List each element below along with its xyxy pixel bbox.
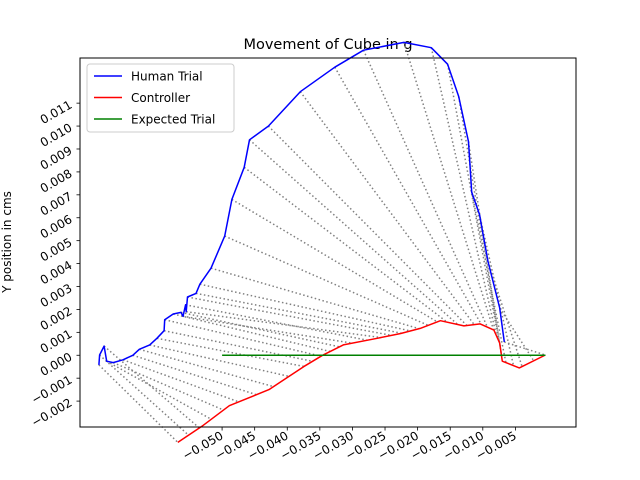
connector-line	[103, 345, 200, 429]
connector-line	[362, 49, 489, 328]
connector-line	[470, 191, 507, 363]
y-axis-label: Y position in cms	[0, 191, 14, 294]
series-line-controller	[177, 319, 546, 444]
connector-line	[122, 359, 239, 403]
connector-line	[132, 354, 257, 396]
connector-line	[186, 310, 382, 339]
connector-lines	[98, 42, 546, 443]
connector-line	[267, 125, 468, 327]
connector-line	[98, 364, 179, 443]
connector-line	[180, 311, 340, 348]
legend: Human Trial Controller Expected Trial	[86, 63, 235, 133]
connector-line	[163, 330, 313, 363]
connector-line	[210, 267, 420, 330]
connector-line	[478, 214, 515, 366]
connector-line	[156, 337, 305, 368]
legend-label: Controller	[131, 91, 190, 105]
connector-line	[182, 315, 353, 344]
connector-line	[187, 296, 392, 337]
connector-line	[164, 319, 322, 357]
connector-line	[185, 304, 368, 341]
plot-frame	[79, 57, 577, 428]
connector-line	[457, 96, 502, 349]
legend-label: Human Trial	[131, 70, 203, 84]
connector-line	[173, 313, 331, 353]
connector-line	[299, 91, 475, 326]
connector-line	[243, 166, 448, 323]
series-line-human-trial	[98, 41, 506, 365]
connector-line	[430, 47, 498, 336]
connector-line	[139, 348, 274, 388]
connector-line	[499, 307, 535, 362]
connector-line	[334, 66, 482, 325]
connector-line	[195, 292, 402, 334]
connector-line	[446, 64, 500, 342]
series-layer	[98, 41, 546, 444]
legend-label: Expected Trial	[131, 113, 215, 127]
legend-box	[86, 63, 235, 133]
connector-line	[224, 235, 429, 327]
